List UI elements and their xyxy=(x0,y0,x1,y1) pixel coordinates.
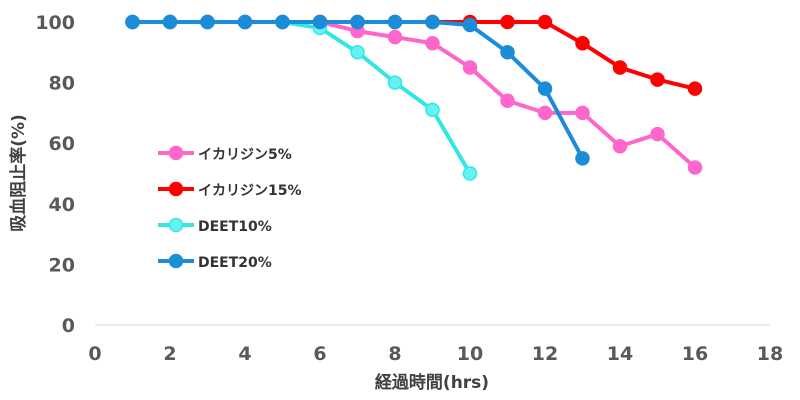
legend-item: イカリジン5% xyxy=(158,145,292,163)
data-point xyxy=(650,126,665,142)
x-tick-label: 10 xyxy=(457,343,483,365)
x-tick-label: 16 xyxy=(682,343,708,365)
data-point xyxy=(462,17,478,33)
y-tick-label: 0 xyxy=(62,315,75,337)
data-point xyxy=(500,14,515,30)
data-point xyxy=(687,160,703,175)
data-point xyxy=(575,105,590,121)
data-point xyxy=(500,93,515,109)
data-point xyxy=(537,81,553,96)
y-tick-label: 60 xyxy=(49,133,75,155)
y-tick-label: 100 xyxy=(35,12,75,34)
data-point xyxy=(687,81,703,96)
legend-marker xyxy=(168,253,184,269)
data-point xyxy=(162,14,178,30)
legend-marker xyxy=(168,181,184,197)
data-point xyxy=(312,14,328,30)
data-point xyxy=(650,72,665,87)
legend-label: DEET10% xyxy=(198,219,272,235)
x-tick-label: 14 xyxy=(607,343,633,365)
data-point xyxy=(462,166,478,181)
x-tick-label: 0 xyxy=(88,343,101,365)
legend-label: イカリジン5% xyxy=(198,147,292,163)
data-point xyxy=(387,29,403,45)
data-point xyxy=(350,45,365,60)
data-point xyxy=(275,14,290,30)
data-point xyxy=(387,75,403,90)
y-tick-label: 20 xyxy=(49,254,75,276)
x-tick-label: 6 xyxy=(313,343,326,365)
series-line xyxy=(132,20,696,91)
data-point xyxy=(200,14,215,30)
data-point xyxy=(575,151,590,166)
series-1 xyxy=(125,14,703,96)
x-axis-title: 経過時間(hrs) xyxy=(375,372,489,393)
data-point xyxy=(537,105,553,121)
x-tick-label: 18 xyxy=(757,343,783,365)
legend-label: イカリジン15% xyxy=(198,183,302,199)
legend-label: DEET20% xyxy=(198,255,272,271)
axes: 0 2 4 6 8 10 12 14 16 18 0 20 40 60 80 100 xyxy=(35,12,783,365)
data-point xyxy=(387,14,403,30)
series-3 xyxy=(125,14,590,166)
data-point xyxy=(425,14,440,30)
data-point xyxy=(350,14,365,30)
x-tick-label: 4 xyxy=(238,343,251,365)
y-axis-title: 吸血阻止率(%) xyxy=(8,114,29,232)
data-point xyxy=(575,35,590,51)
y-tick-label: 80 xyxy=(49,73,75,95)
x-tick-label: 12 xyxy=(532,343,558,365)
series-layer xyxy=(125,14,703,181)
data-point xyxy=(425,35,440,51)
data-point xyxy=(537,14,553,30)
data-point xyxy=(612,138,628,154)
legend: イカリジン5% イカリジン15% DEET10% DEET20% xyxy=(158,145,302,271)
legend-item: DEET10% xyxy=(158,217,272,235)
data-point xyxy=(500,45,515,60)
series-line xyxy=(132,20,472,175)
x-tick-label: 8 xyxy=(388,343,401,365)
data-point xyxy=(125,14,140,30)
legend-marker xyxy=(168,145,184,161)
legend-item: DEET20% xyxy=(158,253,272,271)
data-point xyxy=(425,102,440,118)
legend-marker xyxy=(168,217,184,233)
series-line xyxy=(132,20,585,160)
legend-item: イカリジン15% xyxy=(158,181,302,199)
data-point xyxy=(237,14,253,30)
data-point xyxy=(612,60,628,75)
data-point xyxy=(462,60,478,75)
x-tick-label: 2 xyxy=(163,343,176,365)
y-tick-label: 40 xyxy=(49,194,75,216)
